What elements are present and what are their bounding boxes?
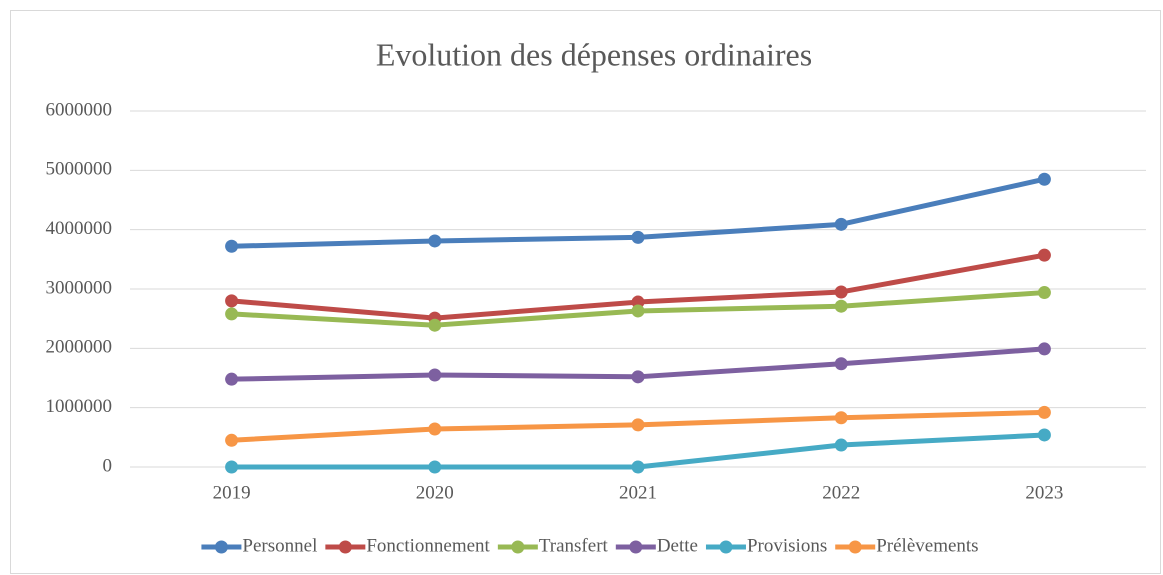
data-point [834,217,848,231]
data-point [1037,286,1051,300]
legend-label: Personnel [242,535,317,556]
y-tick-label: 6000000 [46,99,113,120]
x-tick-label: 2022 [822,482,860,503]
legend-label: Transfert [539,535,609,556]
data-point [631,418,645,432]
data-point [834,411,848,425]
legend-label: Provisions [747,535,827,556]
data-point [834,285,848,299]
data-point [631,304,645,318]
data-point [428,234,442,248]
data-point [834,299,848,313]
legend-marker [719,540,733,554]
data-point [428,368,442,382]
legend-label: Dette [657,535,698,556]
data-point [428,318,442,332]
legend: Personnel Fonctionnement Transfert Dette Pro… [201,535,979,556]
data-point [834,438,848,452]
x-tick-label: 2023 [1025,482,1063,503]
legend-marker [629,540,643,554]
y-tick-label: 4000000 [46,218,113,239]
data-point [225,307,239,321]
chart-border [10,10,1161,574]
legend-label: Fonctionnement [366,535,490,556]
legend-marker [511,540,525,554]
data-point [225,294,239,308]
legend-marker [848,540,862,554]
data-point [631,460,645,474]
data-point [225,433,239,447]
data-point [225,460,239,474]
data-point [1037,172,1051,186]
legend-label: Prélèvements [876,535,978,556]
data-point [1037,248,1051,262]
x-tick-label: 2021 [619,482,657,503]
legend-marker [338,540,352,554]
y-tick-label: 5000000 [46,159,113,180]
y-tick-label: 2000000 [46,337,113,358]
data-point [631,295,645,309]
data-point [428,460,442,474]
data-point [1037,342,1051,356]
data-point [1037,428,1051,442]
chart-title: Evolution des dépenses ordinaires [376,36,812,72]
data-point [225,239,239,253]
data-point [225,372,239,386]
legend-marker [214,540,228,554]
x-tick-label: 2020 [416,482,454,503]
data-point [1037,405,1051,419]
data-point [631,230,645,244]
data-point [428,422,442,436]
y-tick-label: 3000000 [46,277,113,298]
y-tick-label: 0 [103,455,113,476]
data-point [631,370,645,384]
x-tick-label: 2019 [213,482,251,503]
data-point [834,357,848,371]
y-tick-label: 1000000 [46,396,113,417]
